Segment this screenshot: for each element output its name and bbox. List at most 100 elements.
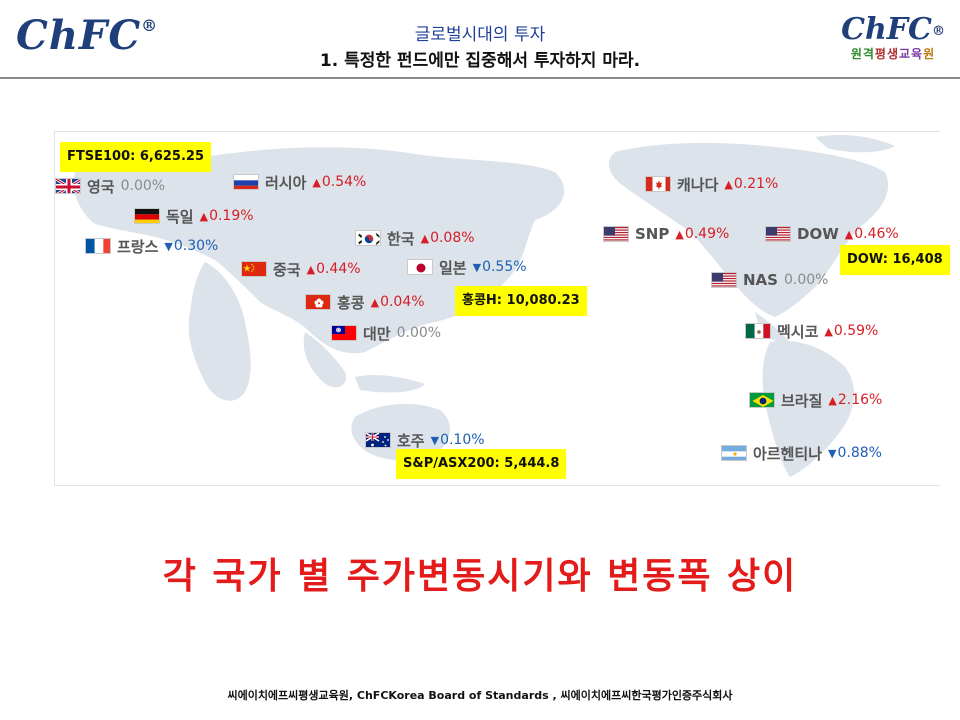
market-name: 멕시코: [777, 322, 819, 341]
up-arrow-icon: ▲: [306, 262, 316, 276]
market-china: 중국 ▲ 0.44%: [241, 259, 361, 279]
market-name: 아르헨티나: [753, 444, 823, 463]
market-change: 0.46%: [854, 226, 899, 242]
market-name: SNP: [635, 225, 670, 243]
up-arrow-icon: ▲: [828, 393, 837, 407]
market-taiwan: 대만 0.00%: [331, 323, 441, 343]
market-change: 2.16%: [837, 392, 883, 408]
market-name: 러시아: [265, 173, 307, 192]
up-arrow-icon: ▲: [844, 227, 854, 241]
market-change: 0.19%: [209, 208, 254, 224]
asx200-index-box: S&P/ASX200: 5,444.8: [396, 449, 567, 479]
up-arrow-icon: ▲: [724, 177, 733, 191]
market-change: 0.55%: [482, 259, 527, 275]
market-change: 0.08%: [430, 230, 475, 246]
market-germany: 독일 ▲ 0.19%: [134, 206, 254, 226]
uk-flag-icon: [55, 178, 81, 194]
australia-flag-icon: [365, 432, 391, 448]
market-uk: 영국 0.00%: [55, 176, 165, 196]
world-map-background: [73, 135, 895, 477]
headline-text: 각 국가 별 주가변동시기와 변동폭 상이: [162, 556, 798, 597]
registered-mark: ®: [141, 16, 159, 35]
brazil-flag-icon: [749, 392, 775, 408]
logo-left-text: ChFC: [16, 12, 142, 59]
market-change: 0.04%: [380, 294, 425, 310]
up-arrow-icon: ▲: [420, 231, 430, 245]
up-arrow-icon: ▲: [199, 209, 209, 223]
market-change: 0.54%: [321, 174, 367, 190]
logo-sub-part: 평생: [874, 47, 900, 61]
market-change: 0.88%: [837, 445, 882, 461]
korea-flag-icon: [355, 230, 381, 246]
market-change: 0.59%: [833, 323, 879, 339]
market-france: 프랑스 ▼ 0.30%: [85, 236, 218, 256]
market-japan: 일본 ▼ 0.55%: [407, 257, 527, 277]
up-arrow-icon: ▲: [824, 324, 833, 338]
market-russia: 러시아 ▲ 0.54%: [233, 172, 366, 192]
down-arrow-icon: ▼: [828, 446, 837, 460]
down-arrow-icon: ▼: [430, 433, 440, 447]
market-nas: NAS 0.00%: [711, 270, 828, 290]
market-mexico: 멕시코 ▲ 0.59%: [745, 321, 878, 341]
down-arrow-icon: ▼: [164, 239, 173, 253]
up-arrow-icon: ▲: [312, 175, 321, 189]
hangseng-index-box: 홍콩H: 10,080.23: [455, 286, 587, 316]
logo-sub-part: 원: [923, 47, 936, 61]
market-name: 영국: [87, 177, 115, 196]
header-divider: [0, 77, 960, 79]
market-change: 0.49%: [684, 226, 730, 242]
market-change: 0.00%: [783, 272, 829, 288]
logo-right-text: ChFC: [841, 12, 932, 47]
logo-sub-part: 원격: [850, 47, 875, 61]
down-arrow-icon: ▼: [472, 260, 482, 274]
market-brazil: 브라질 ▲ 2.16%: [749, 390, 882, 410]
market-name: 프랑스: [117, 237, 159, 256]
canada-flag-icon: [645, 176, 671, 192]
usa-flag-icon: [765, 226, 791, 242]
up-arrow-icon: ▲: [370, 295, 380, 309]
up-arrow-icon: ▲: [675, 227, 684, 241]
ftse100-index-box: FTSE100: 6,625.25: [60, 142, 212, 172]
taiwan-flag-icon: [331, 325, 357, 341]
usa-flag-icon: [711, 272, 737, 288]
market-name: 호주: [397, 431, 425, 450]
market-canada: 캐나다 ▲ 0.21%: [645, 174, 778, 194]
argentina-flag-icon: [721, 445, 747, 461]
chfc-logo-left: ChFC®: [16, 12, 158, 59]
market-change: 0.00%: [120, 178, 166, 194]
china-flag-icon: [241, 261, 267, 277]
market-snp: SNP ▲ 0.49%: [603, 224, 729, 244]
market-change: 0.21%: [733, 176, 779, 192]
market-korea: 한국 ▲ 0.08%: [355, 228, 475, 248]
market-name: DOW: [797, 225, 839, 243]
market-name: 대만: [363, 324, 391, 343]
market-name: NAS: [743, 271, 778, 289]
market-name: 일본: [439, 258, 467, 277]
logo-right-subtitle: 원격평생교육원: [838, 46, 948, 62]
market-argentina: 아르헨티나 ▼ 0.88%: [721, 443, 882, 463]
france-flag-icon: [85, 238, 111, 254]
usa-flag-icon: [603, 226, 629, 242]
market-change: 0.00%: [396, 325, 442, 341]
market-change: 0.10%: [440, 432, 485, 448]
logo-sub-part: 교육: [899, 47, 924, 61]
registered-mark: ®: [931, 24, 945, 39]
market-dow: DOW ▲ 0.46%: [765, 224, 899, 244]
chfc-logo-right: ChFC® 원격평생교육원: [838, 14, 948, 62]
footer-text: 씨에이치에프씨평생교육원, ChFCKorea Board of Standar…: [227, 689, 733, 702]
market-name: 캐나다: [677, 175, 719, 194]
russia-flag-icon: [233, 174, 259, 190]
mexico-flag-icon: [745, 323, 771, 339]
market-name: 홍콩: [337, 293, 365, 312]
market-australia: 호주 ▼ 0.10%: [365, 430, 485, 450]
market-hongkong: 홍콩 ▲ 0.04%: [305, 292, 425, 312]
hongkong-flag-icon: [305, 294, 331, 310]
dow-index-box: DOW: 16,408: [840, 245, 950, 275]
japan-flag-icon: [407, 259, 433, 275]
market-change: 0.44%: [316, 261, 361, 277]
logo-right-mark: ChFC®: [838, 14, 948, 46]
market-change: 0.30%: [173, 238, 219, 254]
germany-flag-icon: [134, 208, 160, 224]
slide-header: ChFC® 글로벌시대의 투자 1. 특정한 펀드에만 집중해서 투자하지 마라…: [0, 0, 960, 79]
market-name: 독일: [166, 207, 194, 226]
